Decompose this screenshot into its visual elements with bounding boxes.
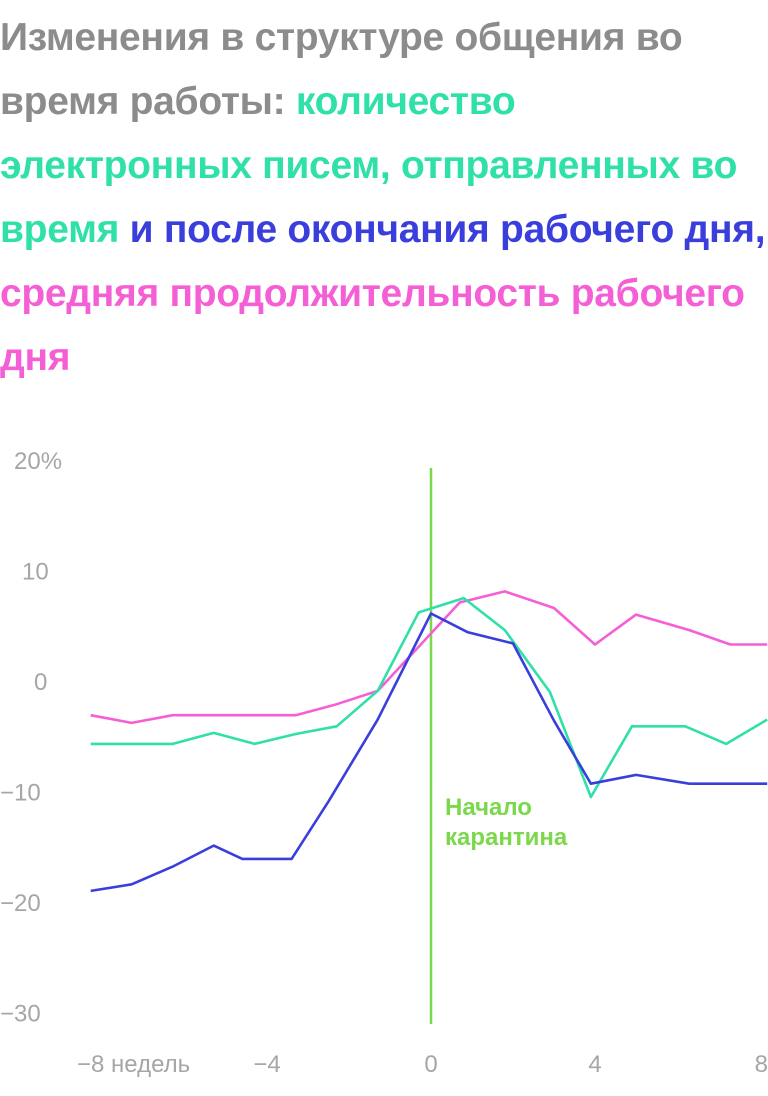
y-axis-ticks: 20% 10 0 −10 −20 −30: [0, 448, 62, 1028]
y-tick-label: −20: [0, 890, 41, 917]
x-tick-label: −8 недель: [77, 1051, 190, 1078]
marker-label-line: Начало: [445, 794, 532, 821]
y-tick-label: 10: [22, 559, 49, 586]
x-tick-label: −4: [253, 1051, 280, 1078]
x-axis-ticks: −8 недель −4 0 4 8: [77, 1051, 768, 1078]
title-part-0: Изменения в структуре общения во время р…: [0, 16, 683, 123]
series-line-2: [90, 612, 768, 893]
marker-label-line: карантина: [445, 824, 568, 851]
title-part-3: средняя продолжительность рабочего дня: [0, 272, 745, 379]
chart-title: Изменения в структуре общения во время р…: [0, 6, 768, 390]
series-lines: [90, 590, 768, 893]
y-tick-label: −30: [0, 1001, 41, 1028]
y-tick-label: 0: [34, 669, 47, 696]
line-chart: 20% 10 0 −10 −20 −30 −8 недель −4 0 4 8 Начало кар…: [0, 448, 768, 1078]
quarantine-start-label: Начало карантина: [445, 794, 568, 851]
series-line-1: [90, 596, 768, 799]
x-tick-label: 4: [588, 1051, 601, 1078]
y-tick-label: −10: [0, 780, 41, 807]
series-line-0: [90, 590, 768, 725]
y-tick-label: 20%: [14, 448, 62, 475]
title-part-1: количество электронных писем, отправленн…: [0, 80, 738, 251]
title-part-2: и после окончания рабочего дня,: [129, 208, 766, 251]
x-tick-label: 0: [424, 1051, 437, 1078]
x-tick-label: 8: [755, 1051, 768, 1078]
